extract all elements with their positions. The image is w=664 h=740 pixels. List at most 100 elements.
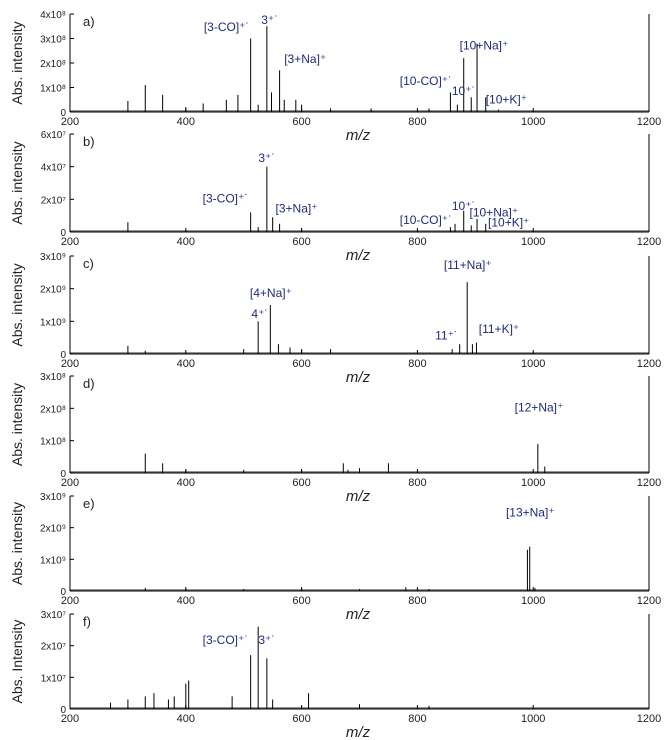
x-tick-label: 800 [408, 713, 426, 725]
y-tick-label: 2x10⁷ [41, 195, 67, 206]
y-tick-label: 2x10⁸ [40, 404, 66, 415]
x-axis-label: m/z [346, 127, 371, 144]
y-tick-label: 6x10⁷ [41, 130, 67, 141]
x-tick-label: 1200 [637, 236, 661, 248]
x-tick-label: 1000 [521, 477, 545, 489]
y-tick-label: 0 [60, 350, 66, 361]
y-tick-label: 1x10⁹ [40, 555, 66, 566]
y-tick-label: 3x10⁸ [40, 372, 66, 383]
peak-annotation: [10+K]⁺ [486, 92, 527, 106]
spectrum-panel-6: 200 400 600 800 1000 1200 0 1x10⁷ 2x10⁷ 3x10⁷ f) Ab… [9, 610, 661, 740]
peak-annotation: [11+Na]⁺ [444, 258, 492, 272]
peak-annotation: [3-CO]⁺˙ [203, 633, 249, 647]
y-axis-label: Abs. intensity [9, 21, 25, 104]
y-tick-label: 3x10⁸ [40, 35, 66, 46]
y-tick-label: 2x10⁸ [40, 59, 66, 70]
spectrum-panel-4: 200 400 600 800 1000 1200 0 1x10⁸ 2x10⁸ 3x10⁸ d) Ab… [9, 372, 661, 505]
peak-annotation: [12+Na]⁺ [515, 401, 564, 415]
y-tick-label: 0 [60, 587, 66, 598]
y-axis-label: Abs. intensity [9, 141, 25, 224]
x-tick-label: 400 [177, 116, 195, 128]
x-tick-label: 600 [292, 236, 310, 248]
y-axis-label: Abs. Intensity [9, 619, 25, 703]
peak-annotation: [10-CO]⁺˙ [400, 74, 452, 88]
peak-annotation: [3-CO]⁺˙ [203, 192, 249, 206]
panel-label: c) [83, 256, 94, 271]
x-tick-label: 1200 [637, 713, 661, 725]
spectrum-panel-2: 200 400 600 800 1000 1200 0 2x10⁷ 4x10⁷ 6x10⁷ b) Ab… [9, 130, 661, 264]
y-tick-label: 4x10⁸ [40, 10, 66, 21]
x-tick-label: 600 [292, 477, 310, 489]
peak-annotation: [10+K]⁺ [488, 215, 529, 229]
y-tick-label: 2x10⁹ [40, 524, 66, 535]
peak-annotation: [4+Na]⁺ [250, 286, 292, 300]
panel-label: e) [83, 496, 95, 511]
x-tick-label: 400 [177, 713, 195, 725]
peak-annotation: 10⁺˙ [452, 84, 476, 98]
x-axis-label: m/z [346, 606, 371, 623]
x-tick-label: 800 [408, 477, 426, 489]
panel-label: f) [83, 614, 91, 629]
x-axis-label: m/z [346, 724, 371, 740]
x-tick-label: 1000 [521, 116, 545, 128]
x-axis-label: m/z [346, 247, 371, 264]
x-axis-label: m/z [346, 488, 371, 505]
y-tick-label: 1x10⁹ [40, 317, 66, 328]
x-tick-label: 1200 [637, 595, 661, 607]
y-tick-label: 2x10⁹ [40, 285, 66, 296]
panel-label: a) [83, 14, 95, 29]
x-tick-label: 400 [177, 358, 195, 370]
y-tick-label: 0 [60, 469, 66, 480]
x-tick-label: 400 [177, 236, 195, 248]
peak-annotation: [3+Na]⁺ [284, 52, 326, 66]
panel-label: d) [83, 376, 95, 391]
x-tick-label: 200 [61, 358, 79, 370]
y-tick-label: 0 [60, 705, 66, 716]
x-tick-label: 800 [408, 116, 426, 128]
peak-annotation: 4⁺˙ [251, 307, 268, 321]
panel-label: b) [83, 134, 95, 149]
x-tick-label: 600 [292, 595, 310, 607]
x-tick-label: 1000 [521, 713, 545, 725]
y-tick-label: 3x10⁷ [41, 610, 67, 621]
x-tick-label: 1200 [637, 358, 661, 370]
y-tick-label: 3x10⁹ [40, 492, 66, 503]
x-tick-label: 200 [61, 595, 79, 607]
spectrum-panel-3: 200 400 600 800 1000 1200 0 1x10⁹ 2x10⁹ 3x10⁹ c) Ab… [9, 252, 661, 386]
spectrum-panel-5: 200 400 600 800 1000 1200 0 1x10⁹ 2x10⁹ 3x10⁹ e) Ab… [9, 492, 661, 623]
x-tick-label: 200 [61, 477, 79, 489]
x-tick-label: 600 [292, 358, 310, 370]
x-tick-label: 800 [408, 595, 426, 607]
y-axis-label: Abs. intensity [9, 263, 25, 346]
y-tick-label: 1x10⁷ [41, 673, 67, 684]
x-tick-label: 1000 [521, 358, 545, 370]
x-tick-label: 1200 [637, 116, 661, 128]
spectrum-panel-1: 200 400 600 800 1000 1200 0 1x10⁸ 2x10⁸ 3x10⁸ 4x10… [9, 10, 661, 144]
y-tick-label: 0 [60, 228, 66, 239]
peak-annotation: [10+Na]⁺ [470, 205, 519, 219]
x-tick-label: 400 [177, 477, 195, 489]
x-tick-label: 600 [292, 713, 310, 725]
peak-annotation: [3-CO]⁺˙ [204, 20, 250, 34]
x-tick-label: 200 [61, 116, 79, 128]
y-tick-label: 4x10⁷ [41, 163, 67, 174]
x-tick-label: 600 [292, 116, 310, 128]
peak-annotation: [11+K]⁺ [479, 322, 519, 336]
x-tick-label: 1000 [521, 595, 545, 607]
peak-annotation: [10-CO]⁺˙ [400, 213, 452, 227]
peak-annotation: [3+Na]⁺ [276, 201, 318, 215]
y-tick-label: 0 [60, 108, 66, 119]
x-tick-label: 200 [61, 236, 79, 248]
y-tick-label: 3x10⁹ [40, 252, 66, 263]
peak-annotation: 3⁺˙ [261, 13, 278, 27]
x-tick-label: 200 [61, 713, 79, 725]
peak-annotation: 3⁺˙ [258, 151, 275, 165]
peak-annotation: 3⁺˙ [258, 633, 275, 647]
y-axis-label: Abs. intensity [9, 502, 25, 585]
x-tick-label: 1200 [637, 477, 661, 489]
x-axis-label: m/z [346, 369, 371, 386]
x-tick-label: 800 [408, 358, 426, 370]
x-tick-label: 400 [177, 595, 195, 607]
peak-annotation: [10+Na]⁺ [460, 39, 509, 53]
